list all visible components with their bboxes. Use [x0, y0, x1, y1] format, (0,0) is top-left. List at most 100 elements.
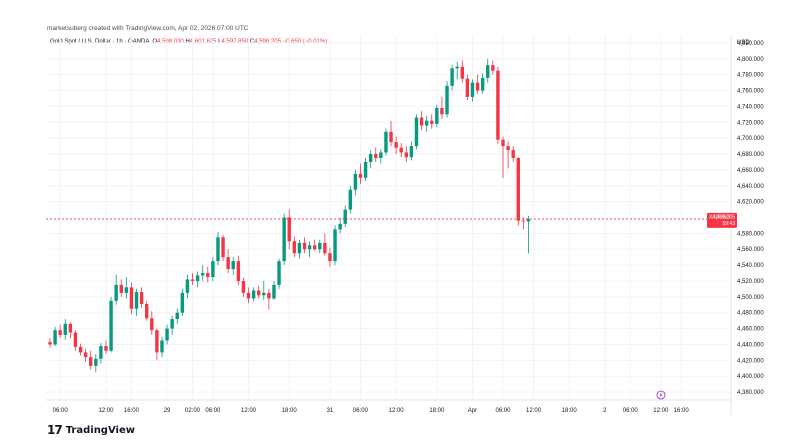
candle [496, 66, 500, 144]
candle [246, 287, 251, 304]
candle-body [470, 82, 475, 97]
candle-body [134, 292, 139, 309]
candle-body [282, 217, 286, 262]
candle-body [460, 66, 464, 79]
time-tick-label: 29 [164, 408, 171, 414]
candle [460, 60, 464, 83]
candle [155, 328, 159, 361]
time-axis: 06:00 12:00 16:00 29 02:00 06:00 12:00 18:00 31 0… [53, 408, 690, 414]
candle-body [185, 279, 190, 293]
close-label: C [249, 39, 255, 45]
candle [491, 60, 495, 75]
candle [185, 274, 190, 299]
candle [343, 205, 347, 228]
time-tick-label: 18:00 [562, 408, 578, 414]
candle-body [475, 82, 480, 91]
candle [68, 322, 73, 339]
candle-body [404, 152, 408, 158]
time-tick-label: 06:00 [623, 408, 639, 414]
time-tick-label: 12:00 [389, 408, 405, 414]
candle [221, 234, 225, 262]
price-tick-label: 4,420.000 [737, 358, 764, 364]
candle-body [491, 65, 495, 71]
candle [226, 249, 230, 274]
candle [470, 79, 475, 102]
candle [404, 146, 408, 162]
candle-body [323, 242, 327, 254]
candle [409, 141, 414, 161]
candle-body [374, 154, 378, 158]
open-value: 4,598.030 [157, 39, 184, 45]
candle-body [424, 120, 429, 126]
candle [89, 350, 93, 370]
candle-body [338, 223, 342, 230]
candle-body [89, 357, 93, 366]
candle [414, 114, 419, 150]
tradingview-logo[interactable]: 17 TradingView [47, 423, 135, 437]
candle-body [48, 342, 52, 345]
candle [160, 336, 164, 358]
candle [262, 280, 266, 301]
candle [241, 277, 246, 297]
symbol-legend: Gold Spot / U.S. Dollar · 1h · OANDA O4,… [50, 39, 327, 45]
candle [287, 209, 291, 250]
price-tick-label: 4,540.000 [737, 263, 764, 269]
candle [465, 74, 470, 101]
candle-body [430, 120, 434, 124]
candle [78, 343, 83, 356]
candle-series [48, 58, 531, 373]
candle-body [216, 237, 220, 262]
candle [73, 330, 78, 351]
candle-body [58, 330, 62, 335]
time-tick-label: 2 [603, 408, 607, 414]
candle [302, 237, 307, 254]
candle-body [190, 279, 195, 281]
candle-body [399, 147, 403, 153]
candle-body [358, 173, 363, 178]
candle [114, 274, 118, 305]
candle [145, 300, 149, 321]
candle [277, 258, 281, 289]
candle-body [312, 245, 317, 250]
candle-body [328, 253, 332, 262]
time-tick-label: Apr [468, 408, 477, 414]
candle [521, 217, 526, 230]
time-tick-label: 16:00 [124, 408, 140, 414]
candle-body [78, 346, 83, 353]
candle-body [343, 209, 347, 224]
candle [134, 288, 139, 316]
candle [58, 324, 62, 339]
candle-body [83, 352, 88, 358]
candle-body [211, 261, 215, 278]
candle [526, 215, 531, 254]
candle-body [231, 261, 235, 270]
candle-body [353, 173, 358, 190]
candle-body [409, 146, 414, 158]
candle-body [287, 217, 291, 242]
lightning-icon[interactable] [656, 390, 666, 400]
candle-body [155, 330, 159, 353]
candle-body [501, 139, 505, 147]
candle-body [145, 303, 149, 319]
price-tick-label: 4,740.000 [737, 104, 764, 110]
price-tag: XAUUSD 4,598.205 59:43 [707, 212, 737, 228]
candle-body [175, 312, 179, 320]
candle [353, 169, 358, 196]
price-tick-label: 4,660.000 [737, 168, 764, 174]
candle-body [419, 117, 424, 126]
price-tick-label: 4,720.000 [737, 120, 764, 126]
candle-body [195, 275, 200, 281]
candle-body [251, 290, 256, 299]
brand-name: TradingView [65, 424, 135, 436]
price-tick-label: 4,780.000 [737, 73, 764, 79]
candle-body [139, 292, 144, 304]
candle-body [201, 273, 205, 276]
candle [389, 120, 393, 147]
candle [384, 128, 388, 156]
candle [307, 241, 312, 258]
candle-body [333, 229, 337, 262]
price-tick-label: 4,800.000 [737, 57, 764, 63]
chart-credit: marketsuberg created with TradingView.co… [47, 25, 249, 32]
price-tick-label: 4,380.000 [737, 390, 764, 396]
